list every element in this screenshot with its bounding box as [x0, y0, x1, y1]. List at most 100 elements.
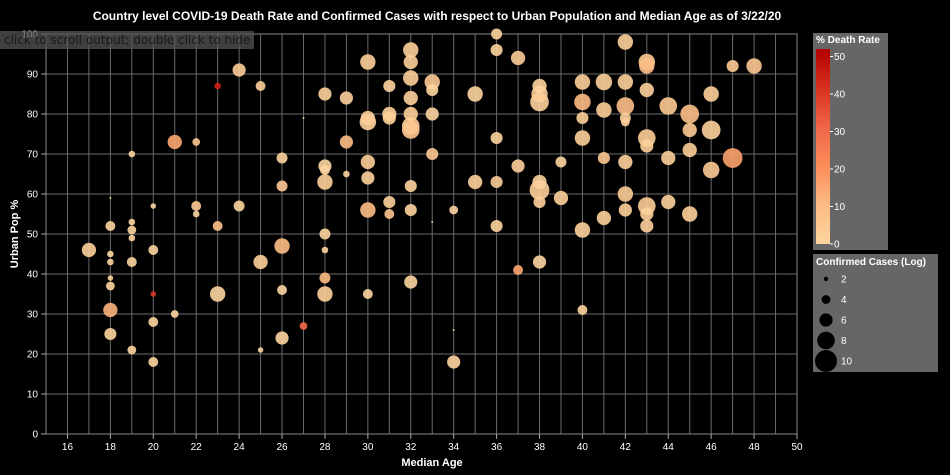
data-point — [382, 111, 396, 125]
data-point — [343, 170, 350, 178]
data-point — [726, 59, 739, 73]
size-legend-label: 10 — [841, 357, 853, 368]
data-point — [150, 203, 157, 209]
data-point — [617, 186, 634, 202]
data-point — [321, 246, 329, 254]
data-point — [403, 106, 418, 122]
death-rate-tick-label: 40 — [834, 90, 846, 101]
x-tick-label: 22 — [191, 442, 203, 453]
data-point — [576, 111, 589, 125]
data-point — [449, 205, 459, 215]
x-tick-label: 50 — [791, 442, 803, 453]
data-point — [127, 345, 137, 355]
x-tick-label: 42 — [620, 442, 632, 453]
data-point — [510, 50, 526, 66]
data-point — [276, 180, 288, 192]
size-legend-circle — [815, 350, 837, 372]
y-axis-label: Urban Pop % — [9, 200, 21, 269]
size-legend-label: 4 — [841, 295, 847, 306]
data-point — [403, 70, 419, 86]
data-point — [574, 130, 591, 146]
data-point — [360, 54, 376, 70]
data-point — [302, 117, 305, 119]
data-point — [447, 355, 461, 369]
x-tick-label: 40 — [577, 442, 589, 453]
data-point — [128, 150, 136, 158]
data-point — [209, 286, 226, 302]
output-scroll-hint[interactable]: click to scroll output; double click to … — [0, 31, 255, 49]
x-tick-label: 38 — [534, 442, 546, 453]
data-point — [596, 210, 612, 226]
data-point — [148, 245, 159, 255]
data-point — [682, 206, 698, 222]
data-point — [383, 195, 396, 209]
data-point — [319, 165, 330, 175]
data-point — [532, 78, 547, 94]
data-point — [403, 54, 418, 70]
x-tick-label: 46 — [706, 442, 718, 453]
data-point — [404, 275, 418, 289]
data-point — [192, 138, 201, 146]
data-point — [107, 275, 114, 281]
data-point — [148, 317, 159, 327]
data-point — [81, 242, 97, 258]
data-point — [620, 117, 630, 127]
data-point — [640, 219, 654, 233]
data-point — [616, 97, 635, 115]
data-point — [682, 142, 697, 158]
data-point — [555, 156, 567, 168]
data-point — [148, 357, 159, 367]
data-point — [490, 219, 503, 233]
death-rate-tick-label: 0 — [834, 240, 840, 251]
data-point — [425, 107, 439, 121]
data-point — [167, 134, 182, 150]
data-point — [360, 154, 376, 170]
data-point — [403, 90, 418, 106]
data-point — [746, 58, 762, 74]
y-tick-label: 40 — [27, 270, 39, 281]
data-point — [618, 203, 632, 217]
size-legend-label: 6 — [841, 316, 847, 327]
x-tick-label: 44 — [663, 442, 675, 453]
data-point — [574, 74, 591, 90]
data-point — [212, 221, 223, 231]
x-axis-label: Median Age — [401, 457, 462, 469]
data-point — [682, 122, 697, 138]
size-legend-circle — [819, 313, 833, 327]
data-point — [360, 110, 376, 126]
data-point — [401, 121, 420, 139]
data-point — [107, 250, 114, 258]
data-point — [617, 74, 634, 90]
death-rate-legend: % Death Rate 0 10 20 30 40 50 — [813, 33, 888, 251]
data-point — [275, 331, 289, 345]
data-point — [170, 310, 179, 318]
data-point — [640, 207, 654, 221]
data-point — [214, 82, 221, 90]
y-tick-label: 50 — [27, 230, 39, 241]
data-point — [532, 255, 547, 269]
y-tick-label: 60 — [27, 190, 39, 201]
data-point — [661, 194, 676, 210]
data-point — [639, 58, 655, 74]
death-rate-tick-label: 20 — [834, 165, 846, 176]
data-point — [255, 81, 266, 91]
data-point — [105, 281, 115, 291]
death-rate-tick-label: 50 — [834, 52, 846, 63]
death-rate-tick-label: 10 — [834, 202, 846, 213]
size-legend-label: 8 — [841, 336, 847, 347]
data-point — [618, 154, 633, 170]
data-point — [339, 91, 353, 105]
data-point — [490, 131, 503, 145]
data-point — [276, 152, 288, 164]
data-point — [597, 151, 610, 165]
data-point — [128, 218, 136, 226]
death-rate-tick-label: 30 — [834, 127, 846, 138]
data-point — [362, 289, 373, 299]
data-point — [299, 322, 308, 330]
data-point — [192, 210, 200, 218]
data-point — [277, 285, 287, 295]
data-point — [532, 174, 547, 190]
data-point — [426, 83, 439, 97]
data-point — [403, 42, 419, 58]
